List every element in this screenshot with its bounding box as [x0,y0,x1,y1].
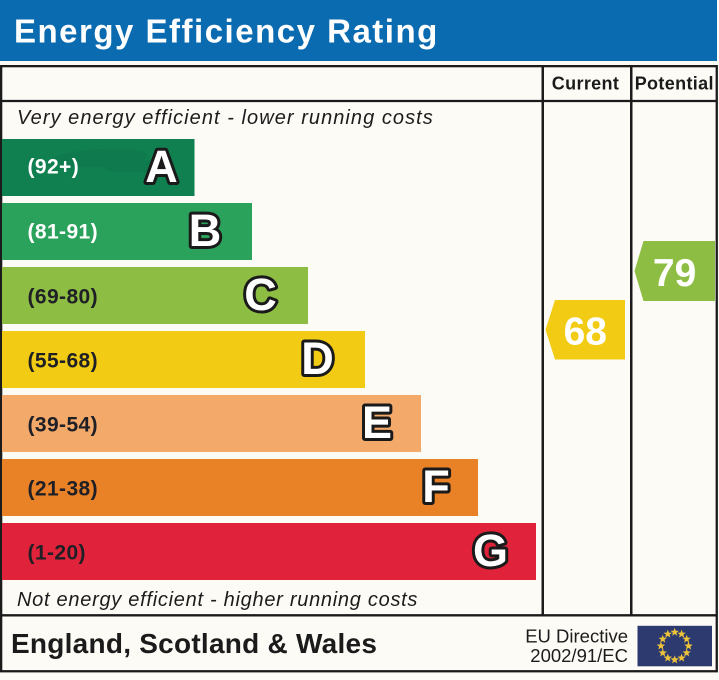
svg-text:79: 79 [653,252,696,295]
svg-text:Potential: Potential [635,74,714,94]
svg-text:Very energy efficient - lower: Very energy efficient - lower running co… [17,107,434,129]
svg-text:(69-80): (69-80) [28,286,99,309]
svg-text:(21-38): (21-38) [28,478,99,501]
svg-text:F: F [422,461,450,512]
svg-text:A: A [145,141,178,192]
svg-text:(81-91): (81-91) [28,221,99,244]
svg-text:Energy Efficiency Rating: Energy Efficiency Rating [14,13,439,50]
svg-text:C: C [244,269,277,320]
svg-text:(55-68): (55-68) [28,350,99,373]
svg-text:Current: Current [552,74,619,94]
svg-text:2002/91/EC: 2002/91/EC [530,645,628,666]
svg-text:(39-54): (39-54) [28,414,99,437]
svg-text:England, Scotland & Wales: England, Scotland & Wales [11,628,377,659]
svg-text:(1-20): (1-20) [28,542,86,565]
svg-text:Not energy efficient - higher: Not energy efficient - higher running co… [17,589,418,611]
svg-text:EU Directive: EU Directive [525,626,628,647]
svg-text:B: B [189,205,222,256]
svg-text:(92+): (92+) [28,156,80,179]
svg-text:68: 68 [564,310,607,353]
svg-text:E: E [362,397,392,448]
svg-text:D: D [301,333,334,384]
svg-text:G: G [473,525,508,576]
